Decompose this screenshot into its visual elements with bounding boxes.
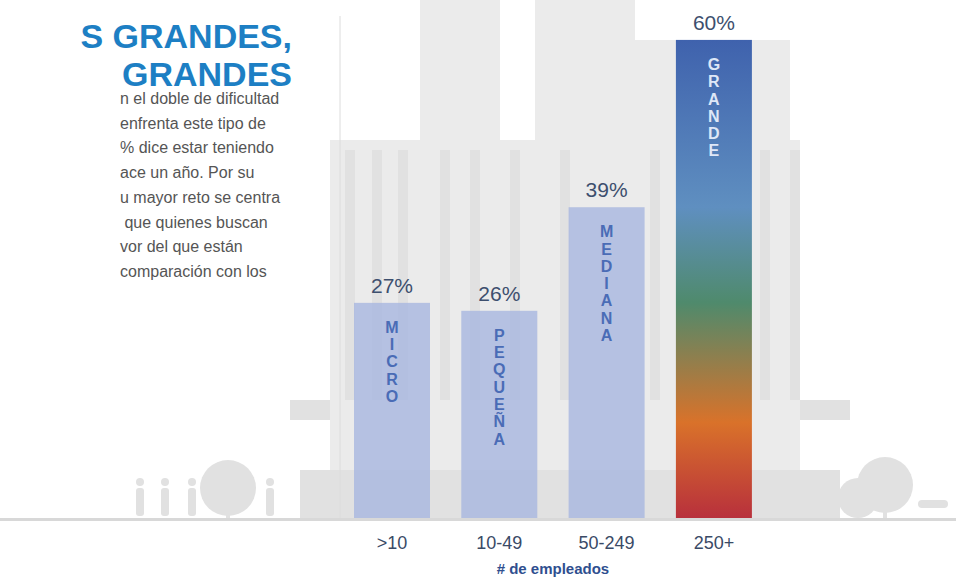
building-column — [650, 150, 660, 400]
bar-name-letter: U — [494, 379, 506, 396]
bar — [676, 40, 752, 518]
person-head — [188, 478, 196, 486]
bar-name-letter: A — [601, 327, 613, 344]
page: {"chart_data": { "type": "bar", "title":… — [0, 0, 956, 581]
annotation-line: comparación con los — [120, 263, 267, 280]
bar-name-letter: D — [708, 125, 720, 142]
bar-name-letter: E — [709, 142, 720, 159]
bar-name-letter: A — [494, 431, 506, 448]
tower-left — [420, 0, 500, 140]
building-column — [440, 150, 450, 400]
data-label: 27% — [371, 274, 413, 297]
bar-name-letter: R — [708, 73, 720, 90]
bar-name-letter: Ñ — [494, 411, 506, 430]
subtitle: GRANDES — [122, 55, 292, 93]
building-column — [345, 150, 355, 400]
building-column — [790, 150, 800, 400]
x-axis-title: # de empleados — [497, 560, 610, 577]
y-axis-line — [340, 16, 341, 518]
person-head — [266, 478, 274, 486]
person-body — [188, 488, 196, 516]
bar — [569, 207, 645, 518]
bar — [354, 303, 430, 518]
chart: S GRANDES,GRANDESn el doble de dificulta… — [0, 0, 956, 581]
person-body — [266, 488, 274, 516]
bar-name-letter: O — [386, 388, 398, 405]
bars — [354, 40, 752, 518]
bar-name-letter: M — [600, 223, 613, 240]
bar-name-letter: G — [708, 56, 720, 73]
x-tick-label: 50-249 — [579, 533, 635, 553]
data-label: 26% — [478, 282, 520, 305]
bar-name-letter: P — [494, 327, 505, 344]
x-tick-label: >10 — [377, 533, 408, 553]
building-column — [760, 150, 770, 400]
person-head — [161, 478, 169, 486]
annotation-line: % dice estar teniendo — [120, 139, 274, 156]
x-tick-label: 10-49 — [476, 533, 522, 553]
bar-name-letter: D — [601, 258, 613, 275]
data-label: 60% — [693, 11, 735, 34]
bench — [918, 500, 948, 508]
bar-name-letter: E — [494, 344, 505, 361]
annotation-line: vor del que están — [120, 238, 243, 255]
tree-trunk — [883, 500, 887, 518]
bar-name-letter: A — [601, 292, 613, 309]
bar-name: MICRO — [385, 319, 398, 405]
bar-name-letter: C — [386, 353, 398, 370]
bar-name-letter: R — [386, 371, 398, 388]
bar-name: MEDIANA — [600, 223, 613, 344]
x-tick-label: 250+ — [694, 533, 735, 553]
background — [0, 0, 956, 521]
bar-name-letter: N — [708, 108, 720, 125]
bar — [461, 311, 537, 518]
data-label: 39% — [586, 178, 628, 201]
annotation-line: n el doble de dificultad — [120, 90, 279, 107]
title: S GRANDES, — [80, 17, 292, 55]
labels: MICRO27%>10PEQUEÑA26%10-49MEDIANA39%50-2… — [371, 11, 735, 553]
bar-name-letter: I — [390, 336, 394, 353]
person-body — [136, 488, 144, 516]
bar-name-letter: I — [604, 275, 608, 292]
person-body — [161, 488, 169, 516]
bar-name-letter: E — [494, 396, 505, 413]
bar-name: GRANDE — [708, 56, 720, 159]
bar-name-letter: N — [601, 310, 613, 327]
tree-trunk — [226, 500, 230, 518]
bar-name-letter: E — [601, 241, 612, 258]
annotation-line: ace un año. Por su — [120, 164, 254, 181]
ground-line — [0, 518, 956, 521]
annotation-line: u mayor reto se centra — [120, 189, 280, 206]
bar-name-letter: Q — [493, 361, 505, 378]
person-head — [136, 478, 144, 486]
annotation-line: enfrenta este tipo de — [120, 115, 266, 132]
annotation-line: que quienes buscan — [120, 214, 268, 231]
building-column — [560, 150, 570, 400]
bar-name-letter: M — [385, 319, 398, 336]
bar-name: PEQUEÑA — [493, 327, 505, 448]
bar-name-letter: A — [708, 91, 720, 108]
